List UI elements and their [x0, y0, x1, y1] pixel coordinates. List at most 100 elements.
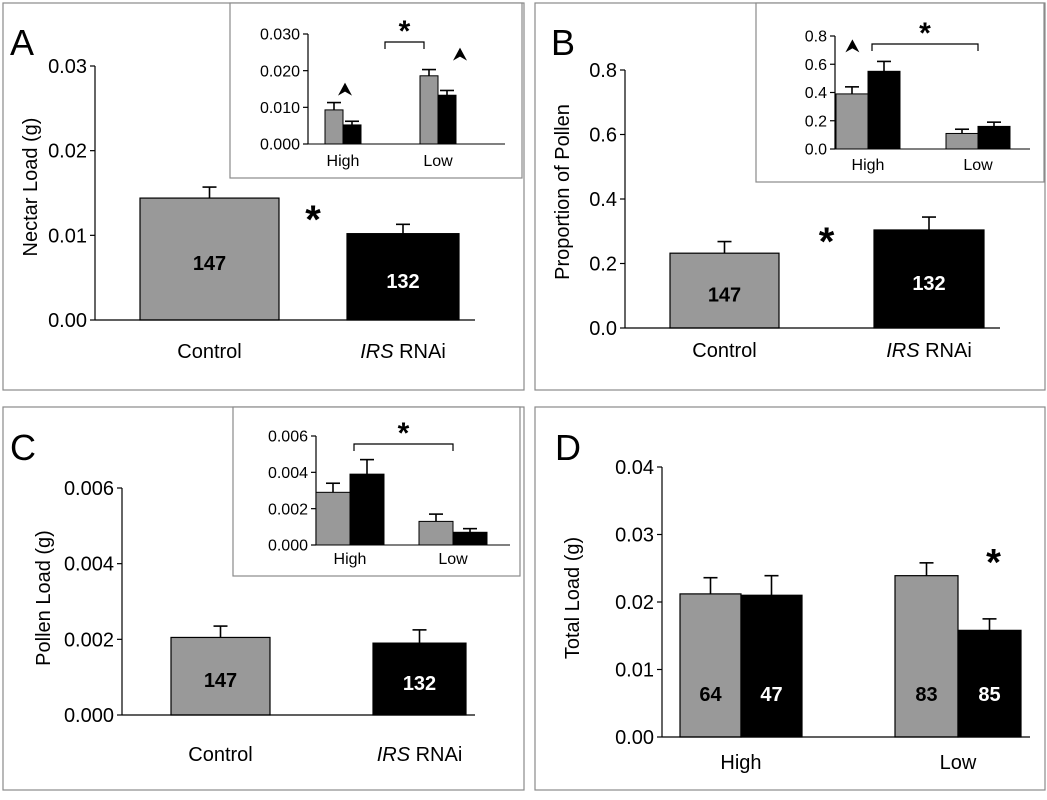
- panel-c-inset-bar-low-0: [418, 520, 454, 546]
- panel-c-y-axis-tick-label: 0.004: [64, 554, 114, 576]
- panel-b-inset-bar-low-1: [977, 125, 1011, 150]
- panel-b-inset-bar-high-0: [835, 93, 869, 150]
- panel-d-y-axis-tick-label: 0.00: [615, 727, 654, 749]
- panel-c-x-tick-label-rest: RNAi: [410, 744, 462, 766]
- panel-d-y-axis-tick-label: 0.02: [615, 592, 654, 614]
- panel-c-inset-x-tick-label: Low: [438, 551, 468, 568]
- panel-c-x-tick-label: IRS RNAi: [377, 744, 463, 766]
- panel-a-inset-y-axis-tick-label: 0.030: [260, 27, 300, 44]
- panel-a-inset-x-tick-label: Low: [423, 153, 453, 170]
- panel-b-inset-bar-low-0: [945, 132, 979, 150]
- panel-c-n-label: 147: [204, 670, 237, 692]
- panel-c-y-axis-tick-label: 0.006: [64, 478, 114, 500]
- panel-b-inset-significance-star: *: [919, 17, 931, 50]
- panel-d-n-label: 64: [699, 684, 722, 706]
- panel-a-x-tick-label: Control: [177, 341, 241, 363]
- panel-a-inset-bar-high-1: [342, 124, 362, 145]
- panel-b-bar-1: [873, 229, 985, 329]
- panel-b-x-tick-label: IRS RNAi: [886, 340, 972, 362]
- panel-d-x-tick-label: High: [720, 752, 761, 774]
- panel-d-y-axis-tick-label: 0.04: [615, 457, 654, 479]
- panel-d-bar-low-1: [957, 629, 1022, 738]
- panel-b-inset-bar-high-1: [867, 70, 901, 150]
- panel-b-inset-plot: 0.0 0.2 0.4 0.6 0.8 High Low *: [805, 17, 1030, 174]
- panel-a-y-axis-tick-label: 0.01: [48, 225, 87, 247]
- panel-c-y-axis-tick-label: 0.000: [64, 705, 114, 727]
- panel-c-inset-y-axis-tick-label: 0.004: [268, 465, 308, 482]
- panel-b-inset-y-axis-tick-label: 0.0: [805, 142, 827, 159]
- panel-b-y-axis-tick-label: 0.2: [589, 254, 617, 276]
- panel-d-plot: 0.00 0.01 0.02 0.03 0.04 Total Load (g) 64 47 Hi…: [562, 457, 1030, 774]
- panel-c-inset-y-axis-tick-label: 0.000: [268, 538, 308, 555]
- panel-a-inset-y-axis-tick-label: 0.010: [260, 100, 300, 117]
- panel-d-n-label: 83: [915, 684, 937, 706]
- panel-a-y-axis-tick-label: 0.02: [48, 141, 87, 163]
- panel-a-inset-bar-high-0: [324, 109, 344, 145]
- panel-d-bar-low-0: [894, 575, 959, 738]
- panel-b-plot: 0.0 0.2 0.4 0.6 0.8 Proportion of Pollen 147 Co…: [552, 60, 1000, 362]
- panel-c-x-tick-label-italic: IRS: [377, 744, 411, 766]
- panel-b-inset-y-axis-tick-label: 0.6: [805, 57, 827, 74]
- panel-d-y-axis-tick-label: 0.01: [615, 660, 654, 682]
- panel-b-letter: B: [551, 22, 575, 63]
- panel-c-inset-y-axis-tick-label: 0.002: [268, 501, 308, 518]
- panel-a-inset-arrowhead-icon: [338, 82, 352, 96]
- panel-a-inset-bar-low-0: [419, 75, 439, 145]
- panel-d-letter: D: [555, 427, 581, 468]
- panel-b-inset-y-axis-tick-label: 0.8: [805, 29, 827, 46]
- panel-c-bar-0: [170, 636, 271, 716]
- panel-d-n-label: 47: [760, 684, 782, 706]
- panel-c-y-axis-tick-label: 0.002: [64, 629, 114, 651]
- panel-c-letter: C: [10, 427, 36, 468]
- panel-b-bar-0: [669, 252, 780, 329]
- panel-a-letter: A: [10, 22, 34, 63]
- panel-c-n-label: 132: [403, 673, 436, 695]
- panel-a-inset-x-tick-label: High: [327, 153, 360, 170]
- panel-a-n-label: 132: [386, 271, 419, 293]
- panel-a-inset-y-axis-tick-label: 0.020: [260, 63, 300, 80]
- panel-d-x-tick-label: Low: [940, 752, 977, 774]
- panel-d-bar-high-1: [740, 594, 803, 738]
- panel-c-inset-x-tick-label: High: [334, 551, 367, 568]
- panel-b-y-axis-tick-label: 0.6: [589, 125, 617, 147]
- panel-c-inset-significance-star: *: [398, 417, 410, 450]
- panel-b-n-label: 132: [912, 273, 945, 295]
- panel-d-y-axis-label: Total Load (g): [562, 537, 584, 659]
- panel-a-inset-plot: 0.000 0.010 0.020 0.030 High Low *: [260, 15, 505, 170]
- panel-d-bar-high-0: [679, 593, 742, 738]
- panel-a-inset-arrowhead-icon: [453, 47, 467, 61]
- panel-c-inset-bar-low-1: [452, 531, 488, 546]
- panel-c-plot: 0.000 0.002 0.004 0.006 Pollen Load (g) 147 Co…: [33, 478, 475, 766]
- panel-b-y-axis-tick-label: 0.8: [589, 60, 617, 82]
- panel-b-inset-x-tick-label: Low: [963, 157, 993, 174]
- panel-a-bar-1: [346, 233, 460, 321]
- panel-b-inset-arrowhead-icon: [845, 39, 860, 53]
- panel-a-inset-significance-star: *: [399, 15, 411, 48]
- panel-a-x-tick-label-italic: IRS: [360, 341, 394, 363]
- panel-a-n-label: 147: [193, 253, 226, 275]
- panel-c-inset-bar-high-0: [315, 491, 351, 546]
- panel-a-plot: 0.00 0.01 0.02 0.03 Nectar Load (g) 147 Contro…: [20, 56, 475, 363]
- panel-c-y-axis-label: Pollen Load (g): [33, 530, 55, 666]
- panel-d-n-label: 85: [978, 684, 1000, 706]
- panel-c-x-tick-label: Control: [188, 744, 252, 766]
- panel-b-inset-y-axis-tick-label: 0.2: [805, 113, 827, 130]
- panel-c-inset-bar-high-1: [349, 473, 385, 546]
- panel-a-inset-bracket: [384, 41, 425, 49]
- panel-a-inset-y-axis-tick-label: 0.000: [260, 137, 300, 154]
- panel-a-y-axis-tick-label: 0.00: [48, 310, 87, 332]
- panel-c-inset-bracket: [353, 443, 454, 451]
- panel-b-y-axis-tick-label: 0.4: [589, 189, 617, 211]
- panel-a-x-tick-label: IRS RNAi: [360, 341, 446, 363]
- panel-c-bar-1: [372, 642, 467, 716]
- panel-a-x-tick-label-rest: RNAi: [394, 341, 446, 363]
- panel-b-y-axis-tick-label: 0.0: [589, 318, 617, 340]
- panel-b-n-label: 147: [708, 285, 741, 307]
- panel-a-y-axis-label: Nectar Load (g): [20, 118, 42, 257]
- panel-b-y-axis-label: Proportion of Pollen: [552, 104, 574, 280]
- panel-d-y-axis-tick-label: 0.03: [615, 525, 654, 547]
- panel-b-significance-star: *: [819, 220, 835, 264]
- panel-c-inset-plot: 0.000 0.002 0.004 0.006 High Low *: [268, 417, 510, 568]
- panel-a-significance-star: *: [305, 198, 321, 242]
